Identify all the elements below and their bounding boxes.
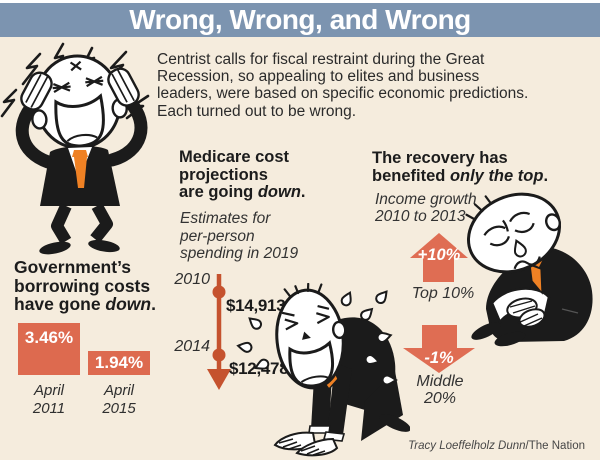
borrowing-heading-period: . xyxy=(151,294,156,314)
intro-paragraph: Centrist calls for fiscal restraint duri… xyxy=(157,51,529,120)
medicare-subtitle: Estimates for per-person spending in 201… xyxy=(180,210,299,262)
top10-label: Top 10% xyxy=(411,285,475,302)
down-arrow-icon xyxy=(403,325,475,373)
sad-slumped-man-illustration xyxy=(465,192,593,347)
sweat-drops xyxy=(236,290,398,386)
page-title: Wrong, Wrong, and Wrong xyxy=(129,4,471,35)
bar-april-2011: 3.46% xyxy=(18,323,80,375)
borrowing-heading-text: Government’s borrowing costs have gone xyxy=(14,257,151,314)
top10-value: +10% xyxy=(417,246,461,264)
borrowing-heading: Government’s borrowing costs have gone d… xyxy=(14,258,156,314)
medicare-heading-period: . xyxy=(300,183,306,201)
up-arrow-icon xyxy=(410,233,468,282)
stressed-man-illustration xyxy=(0,42,150,255)
year-2010-label: 2010 xyxy=(174,271,210,288)
orange-tie xyxy=(72,150,88,188)
credit-author: Tracy Loeffelholz Dunn xyxy=(408,440,526,452)
bar-april-2015: 1.94% xyxy=(88,351,150,375)
bar-label-april-2011: April 2011 xyxy=(32,382,66,417)
crawling-crying-man-illustration xyxy=(236,283,410,457)
recovery-heading: The recovery has benefited only the top. xyxy=(372,149,549,185)
medicare-heading-emphasis: down xyxy=(257,183,301,201)
borrowing-heading-emphasis: down xyxy=(105,294,152,314)
recovery-subtitle: Income growth 2010 to 2013 xyxy=(375,191,477,225)
recovery-heading-text: The recovery has benefited xyxy=(372,149,508,185)
down-trend-arrow-icon xyxy=(207,274,231,390)
value-2010: $14,913 xyxy=(226,296,286,315)
tear-drop xyxy=(513,238,527,258)
title-bar: Wrong, Wrong, and Wrong xyxy=(0,3,600,37)
recovery-heading-period: . xyxy=(543,166,549,185)
timeline-dot-2010 xyxy=(212,285,226,299)
timeline-dot-2014 xyxy=(212,348,226,362)
medicare-heading: Medicare cost projections are going down… xyxy=(179,148,306,202)
middle20-label: Middle 20% xyxy=(416,373,464,407)
credit-publication: /The Nation xyxy=(525,440,585,452)
credit-line: Tracy Loeffelholz Dunn/The Nation xyxy=(350,440,585,452)
recovery-heading-emphasis: only the top xyxy=(449,166,544,185)
year-2014-label: 2014 xyxy=(174,338,210,355)
bar-label-april-2015: April 2015 xyxy=(102,382,136,417)
medicare-heading-text: Medicare cost projections are going xyxy=(179,148,290,201)
middle20-value: -1% xyxy=(424,349,454,367)
